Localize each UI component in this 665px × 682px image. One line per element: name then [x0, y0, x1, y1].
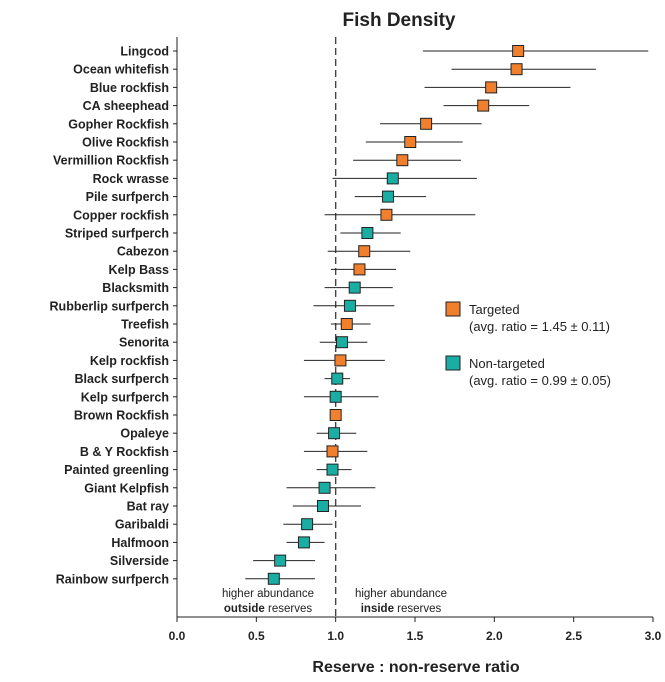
data-point: [331, 372, 344, 385]
legend-nontargeted-label: Non-targeted: [469, 356, 545, 371]
x-tick-label: 2.5: [565, 629, 582, 643]
annotation-outside: higher abundance outside reserves: [222, 588, 314, 615]
annotation-inside: higher abundance inside reserves: [355, 588, 447, 615]
x-axis-label: Reserve : non-reserve ratio: [312, 659, 519, 676]
category-label: Bat ray: [127, 500, 169, 514]
data-point: [348, 281, 361, 294]
legend-targeted-note: (avg. ratio = 1.45 ± 0.11): [469, 319, 610, 334]
plot-area: [173, 37, 653, 618]
data-point: [358, 245, 371, 258]
legend-targeted-label: Targeted: [469, 302, 520, 317]
category-labels: Lingcod Ocean whitefish Blue rockfish CA sh…: [50, 45, 171, 587]
category-label: Treefish: [121, 318, 169, 332]
category-label: B & Y Rockfish: [80, 445, 169, 459]
category-label: Kelp rockfish: [90, 354, 169, 368]
x-tick-label: 1.0: [327, 629, 344, 643]
annotation-inside-line1: higher abundance: [355, 588, 447, 600]
data-point: [301, 518, 314, 531]
chart-title: Fish Density: [343, 10, 456, 31]
data-point: [380, 208, 393, 221]
data-point: [512, 45, 525, 57]
category-label: Giant Kelpfish: [84, 481, 169, 495]
category-label: Lingcod: [120, 45, 169, 59]
data-point: [318, 481, 331, 494]
data-point: [353, 263, 366, 276]
data-point: [316, 500, 329, 512]
annotation-inside-line2: inside reserves: [361, 603, 442, 615]
data-point: [326, 463, 339, 476]
annotation-inside-bold: inside: [361, 603, 394, 615]
data-point: [386, 172, 399, 185]
x-tick-label: 2.0: [486, 629, 503, 643]
data-point: [267, 572, 280, 585]
category-label: CA sheephead: [83, 99, 169, 113]
annotation-outside-line1: higher abundance: [222, 588, 314, 600]
category-label: Blue rockfish: [90, 81, 169, 95]
data-point: [382, 190, 395, 203]
legend-targeted-swatch: [445, 301, 461, 317]
data-point: [361, 227, 374, 239]
category-label: Garibaldi: [115, 518, 169, 532]
x-axis: 0.0 0.5 1.0 1.5 2.0 2.5 3.0: [169, 617, 662, 643]
category-label: Pile surfperch: [86, 190, 169, 204]
data-point: [297, 536, 310, 549]
annotation-outside-bold: outside: [224, 603, 265, 615]
data-point: [340, 318, 353, 330]
category-label: Copper rockfish: [73, 208, 169, 222]
data-point: [420, 117, 433, 130]
category-label: Silverside: [110, 554, 169, 568]
data-point: [329, 409, 342, 421]
data-point: [329, 390, 342, 403]
category-label: Vermillion Rockfish: [53, 154, 169, 168]
category-label: Striped surfperch: [65, 227, 169, 241]
category-label: Cabezon: [117, 245, 169, 259]
data-point: [404, 136, 417, 148]
x-tick-label: 3.0: [645, 629, 662, 643]
data-point: [334, 354, 347, 367]
category-label: Black surfperch: [75, 372, 169, 386]
annotation-inside-rest: reserves: [394, 603, 442, 615]
category-label: Rubberlip surfperch: [50, 299, 169, 313]
legend-nontargeted-note: (avg. ratio = 0.99 ± 0.05): [469, 373, 611, 388]
data-point: [510, 63, 523, 76]
data-point: [343, 299, 356, 312]
category-label: Kelp Bass: [109, 263, 169, 277]
category-label: Blacksmith: [102, 281, 169, 295]
x-tick-label: 0.5: [248, 629, 265, 643]
legend: Targeted (avg. ratio = 1.45 ± 0.11) Non-…: [445, 301, 611, 388]
annotation-outside-rest: reserves: [265, 603, 313, 615]
data-point: [274, 554, 287, 567]
category-label: Senorita: [119, 336, 170, 350]
category-label: Gopher Rockfish: [68, 117, 169, 131]
category-label: Kelp surfperch: [81, 390, 169, 404]
x-tick-label: 0.0: [169, 629, 186, 643]
category-label: Painted greenling: [64, 463, 169, 477]
category-label: Rock wrasse: [93, 172, 169, 186]
data-point: [328, 427, 341, 440]
category-label: Olive Rockfish: [82, 136, 169, 150]
category-label: Ocean whitefish: [73, 63, 169, 77]
annotation-outside-line2: outside reserves: [224, 603, 312, 615]
category-label: Rainbow surfperch: [56, 572, 169, 586]
category-label: Halfmoon: [111, 536, 169, 550]
x-tick-label: 1.5: [407, 629, 424, 643]
legend-nontargeted-swatch: [445, 355, 461, 371]
category-label: Opaleye: [120, 427, 169, 441]
data-point: [396, 154, 409, 167]
category-label: Brown Rockfish: [74, 409, 169, 423]
data-point: [336, 336, 349, 349]
data-point: [477, 99, 490, 112]
data-point: [485, 81, 498, 94]
data-point: [326, 445, 339, 458]
